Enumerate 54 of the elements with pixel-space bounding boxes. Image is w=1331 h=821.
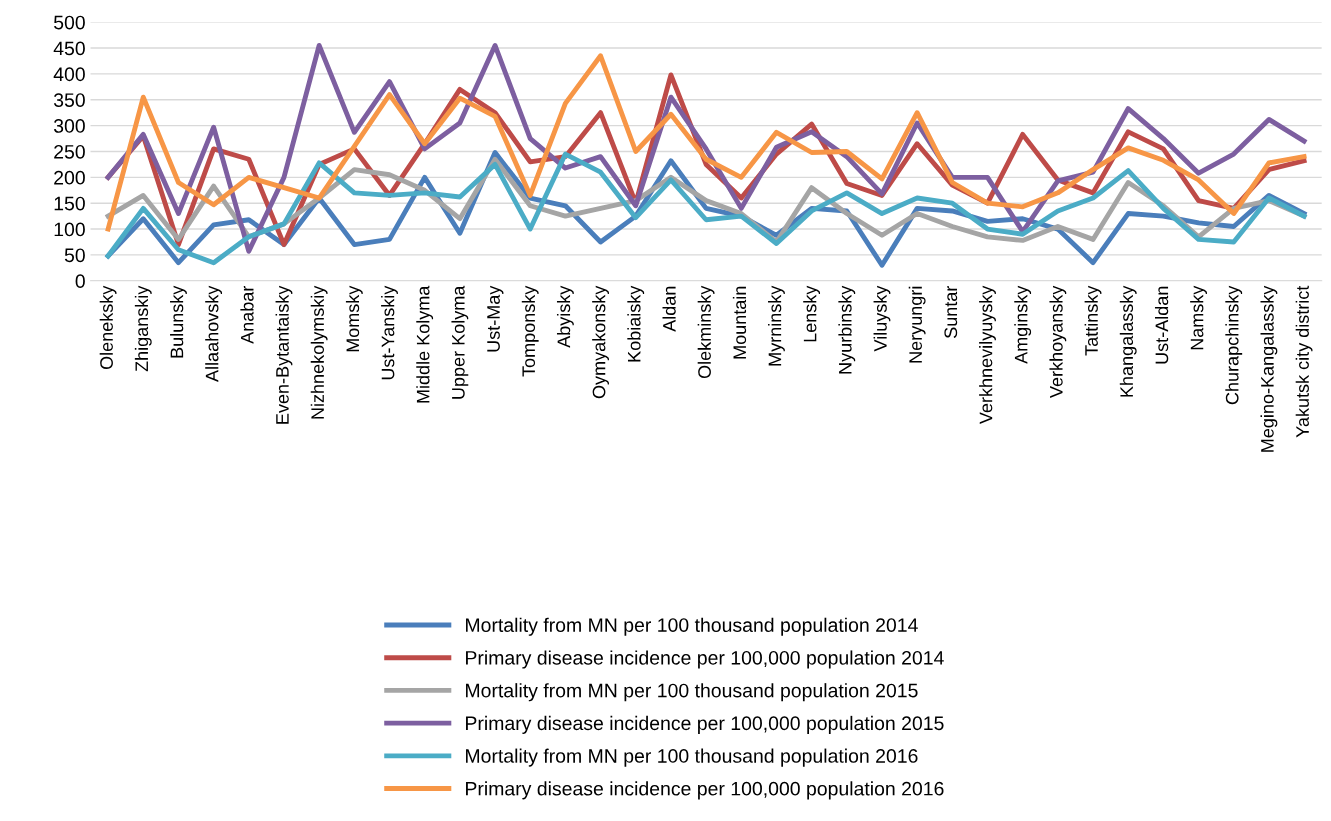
x-tick-label: Tattinsky xyxy=(1084,285,1102,356)
x-tick-label: Ust-May xyxy=(487,285,504,352)
x-tick-label: Upper Kolyma xyxy=(451,285,469,399)
x-tick-label: Lensky xyxy=(803,285,821,342)
x-tick-label: Olekminsky xyxy=(697,285,715,379)
x-tick-label: Verkhoyansky xyxy=(1049,285,1067,398)
y-tick-label: 250 xyxy=(54,144,85,159)
legend-label: Primary disease incidence per 100,000 population 2014 xyxy=(466,650,944,669)
x-tick-label: Viluysky xyxy=(873,285,891,352)
x-tick-label: Neryungri xyxy=(908,286,926,363)
x-tick-label: Middle Kolyma xyxy=(416,285,434,403)
x-tick-label: Allaahovsky xyxy=(205,285,223,382)
x-tick-label: Verkhnevilyuysky xyxy=(979,285,996,425)
x-tick-label: Oymyakonsky xyxy=(592,285,609,399)
legend-label: Primary disease incidence per 100,000 population 2015 xyxy=(466,715,944,734)
y-tick-label: 300 xyxy=(53,119,85,133)
y-tick-label: 150 xyxy=(54,196,85,211)
y-tick-label: 350 xyxy=(53,93,85,107)
x-tick-label: Tomponsky xyxy=(521,285,539,377)
y-tick-label: 450 xyxy=(53,41,85,56)
x-tick-label: Kobiaisky xyxy=(627,285,645,362)
x-tick-label: Churapchinsky xyxy=(1225,285,1243,405)
x-tick-label: Ust-Yanskiy xyxy=(381,285,398,380)
x-tick-label: Myrninsky xyxy=(768,285,785,366)
y-tick-label: 400 xyxy=(53,67,85,82)
x-tick-label: Amginsky xyxy=(1014,285,1032,364)
x-tick-label: Megino-Kangalassky xyxy=(1260,285,1278,452)
x-tick-label: Momsky xyxy=(345,285,363,352)
x-tick-label: Zhiganskiy xyxy=(134,285,152,372)
line-series xyxy=(105,53,1307,232)
line-series xyxy=(105,43,1307,254)
legend-label: Mortality from MN per 100 thousand population 2014 xyxy=(466,617,918,636)
x-tick-label: Oleneksky xyxy=(99,285,117,370)
x-tick-label: Namsky xyxy=(1190,285,1207,350)
x-tick-label: Aldan xyxy=(662,286,676,332)
y-tick-label: 100 xyxy=(54,222,85,237)
legend-label: Mortality from MN per 100 thousand population 2016 xyxy=(466,748,918,767)
x-tick-label: Abyisky xyxy=(556,285,574,348)
x-tick-label: Even-Bytantaisky xyxy=(275,285,293,424)
x-tick-label: Anabar xyxy=(240,285,254,344)
legend-label: Primary disease incidence per 100,000 population 2016 xyxy=(466,781,944,800)
y-tick-label: 500 xyxy=(53,15,85,30)
x-tick-label: Mountain xyxy=(732,286,747,359)
x-tick-label: Khangalassky xyxy=(1119,285,1137,397)
x-tick-label: Yakutsk city district xyxy=(1295,285,1313,438)
x-tick-label: Ust-Aldan xyxy=(1154,286,1169,364)
x-tick-label: Suntar xyxy=(944,285,958,339)
x-tick-label: Bulunsky xyxy=(170,285,187,358)
y-tick-label: 200 xyxy=(54,170,85,185)
legend-label: Mortality from MN per 100 thousand population 2015 xyxy=(466,683,918,702)
y-tick-label: 0 xyxy=(75,274,85,289)
x-tick-label: Nyurbinsky xyxy=(838,285,856,374)
x-tick-label: Nizhnekolymskiy xyxy=(310,285,328,419)
y-tick-label: 50 xyxy=(64,248,85,263)
